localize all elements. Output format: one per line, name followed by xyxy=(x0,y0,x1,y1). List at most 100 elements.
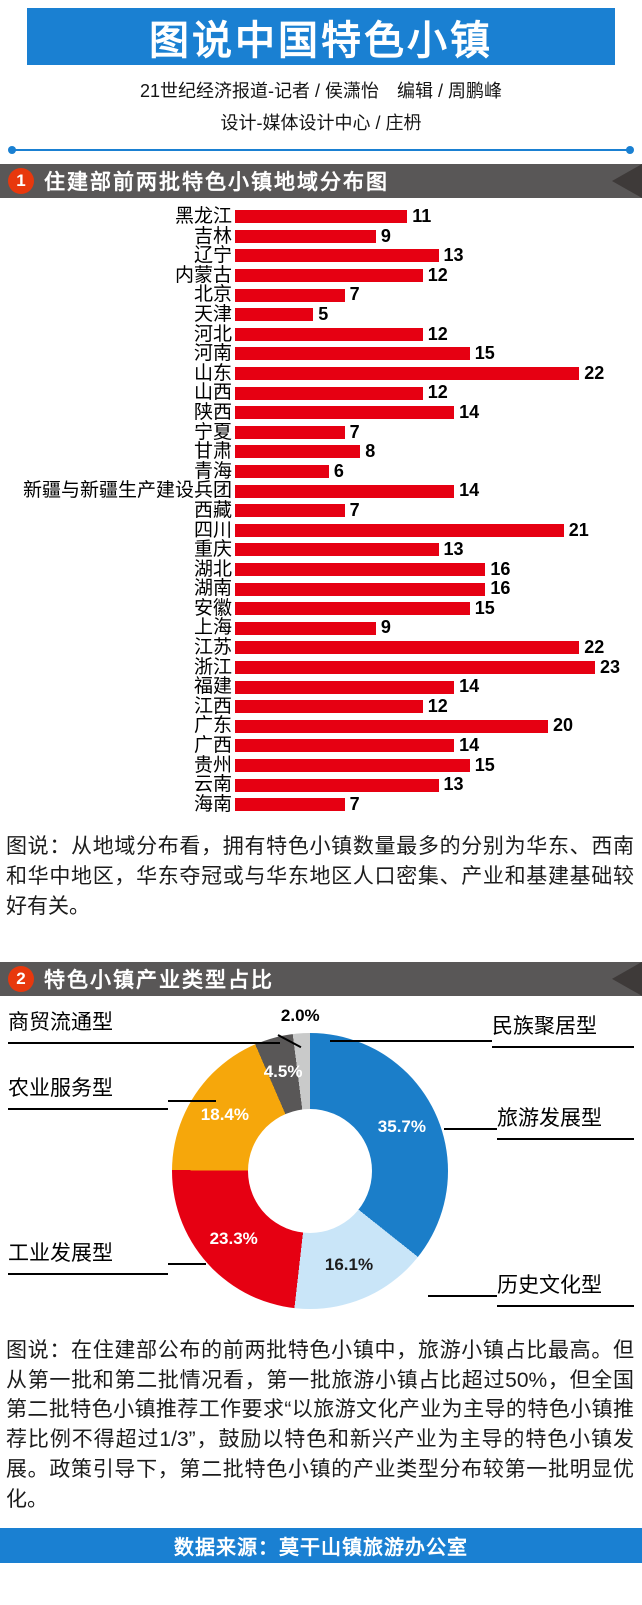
bar-row: 西藏 7 xyxy=(0,499,642,521)
bar xyxy=(235,484,455,498)
pie-percent-label: 23.3% xyxy=(209,1228,258,1248)
bar-value-label: 7 xyxy=(349,793,360,814)
section1-number-badge: 1 xyxy=(8,168,34,194)
bar xyxy=(235,269,423,283)
bar-value-label: 14 xyxy=(459,676,480,697)
bar-value-label: 6 xyxy=(333,460,344,481)
bar xyxy=(235,523,564,537)
bar-row: 宁夏 7 xyxy=(0,421,642,443)
section2-caption: 图说：在住建部公布的前两批特色小镇中，旅游小镇占比最高。但从第一批和第二批情况看… xyxy=(6,1338,634,1511)
bar-chart: 黑龙江 11 吉林 9 辽宁 13 内蒙古 12 北京 7 天津 5 河北 12 河南 15 山东 22 山西 12 陕… xyxy=(0,206,642,815)
bar xyxy=(235,660,595,674)
bar xyxy=(235,386,423,400)
data-source-text: 数据来源：莫干山镇旅游办公室 xyxy=(174,1537,468,1559)
donut-hole xyxy=(248,1108,372,1233)
bar-value-label: 15 xyxy=(474,754,495,775)
bar-value-label: 22 xyxy=(584,637,605,658)
pie-label-history: 历史文化型 xyxy=(497,1269,634,1307)
byline-designer: 设计-媒体设计中心 / 庄枬 xyxy=(220,113,422,133)
bar-category-label: 内蒙古 xyxy=(174,264,232,286)
bar-category-label: 陕西 xyxy=(193,401,232,423)
bar xyxy=(235,504,345,518)
bar-category-label: 北京 xyxy=(193,284,232,306)
bar-row: 河北 12 xyxy=(0,324,642,345)
section2-title: 特色小镇产业类型占比 xyxy=(44,968,274,992)
bar-category-label: 黑龙江 xyxy=(174,206,232,227)
pie-percent-label: 16.1% xyxy=(324,1255,374,1275)
page-title: 图说中国特色小镇 xyxy=(149,18,493,63)
pie-percent-label: 4.5% xyxy=(263,1062,303,1082)
bar-row: 河南 15 xyxy=(0,344,642,364)
bar-category-label: 上海 xyxy=(193,617,232,639)
bar-row: 陕西 14 xyxy=(0,401,642,423)
bar xyxy=(235,406,455,420)
bar-category-label: 重庆 xyxy=(193,539,232,561)
bar-value-label: 7 xyxy=(349,499,360,520)
bar xyxy=(235,367,580,381)
bar-row: 江苏 22 xyxy=(0,637,642,658)
bar xyxy=(235,445,361,459)
bar-category-label: 四川 xyxy=(193,519,232,541)
bar xyxy=(235,621,376,635)
bar-category-label: 海南 xyxy=(193,793,232,815)
bar-row: 浙江 23 xyxy=(0,656,642,678)
bar-value-label: 16 xyxy=(490,558,511,579)
pie-label-industry: 工业发展型 xyxy=(8,1237,168,1275)
section1-ribbon-notch xyxy=(612,164,642,198)
bar-value-label: 12 xyxy=(427,264,448,285)
bar-category-label: 湖北 xyxy=(193,558,232,580)
bar xyxy=(235,739,455,753)
bar-category-label: 河南 xyxy=(193,343,232,365)
bar-category-label: 浙江 xyxy=(193,656,232,678)
bar-row: 四川 21 xyxy=(0,519,642,541)
divider-dot-right xyxy=(626,146,634,154)
bar-category-label: 福建 xyxy=(193,676,232,698)
bar-category-label: 安徽 xyxy=(193,597,232,619)
bar-row: 辽宁 13 xyxy=(0,246,642,266)
bar xyxy=(235,465,329,479)
leader-line-history xyxy=(428,1294,497,1297)
bar-row: 上海 9 xyxy=(0,618,642,638)
bar xyxy=(235,798,345,812)
donut-wrap: 35.7% 16.1% 23.3% 18.4% 4.5% 2.0% xyxy=(172,1006,448,1309)
divider xyxy=(8,146,634,154)
section2-header: 2 特色小镇产业类型占比 xyxy=(0,961,642,996)
bar-value-label: 9 xyxy=(380,225,391,246)
bar-value-label: 13 xyxy=(443,774,464,795)
bar-row: 青海 6 xyxy=(0,460,642,482)
byline-reporter: 21世纪经济报道-记者 / 侯潇怡 编辑 / 周鹏峰 xyxy=(139,81,503,101)
donut-chart-area: 35.7% 16.1% 23.3% 18.4% 4.5% 2.0% 商贸流通型 民族聚居型… xyxy=(0,996,642,1330)
bar-value-label: 13 xyxy=(443,539,464,560)
bar-category-label: 云南 xyxy=(193,774,232,796)
bar-row: 湖北 16 xyxy=(0,558,642,580)
bar-category-label: 宁夏 xyxy=(193,421,232,443)
bar xyxy=(235,562,486,576)
bar-row: 北京 7 xyxy=(0,285,642,305)
pie-percent-label: 18.4% xyxy=(200,1104,249,1124)
bar-value-label: 16 xyxy=(490,578,511,599)
bar xyxy=(235,680,455,694)
bar-row: 湖南 16 xyxy=(0,579,642,599)
bar-category-label: 广西 xyxy=(193,735,232,757)
bar-value-label: 12 xyxy=(427,695,448,716)
bar xyxy=(235,719,548,733)
pie-percent-label: 35.7% xyxy=(377,1116,426,1136)
bar xyxy=(235,210,408,224)
bar-value-label: 20 xyxy=(553,715,574,736)
bar-category-label: 湖南 xyxy=(193,578,232,600)
bar-row: 江西 12 xyxy=(0,695,642,717)
section2-ribbon-notch xyxy=(612,961,642,996)
bar xyxy=(235,249,439,263)
bar-row: 云南 13 xyxy=(0,775,642,795)
bar-row: 安徽 15 xyxy=(0,597,642,619)
bar-row: 福建 14 xyxy=(0,677,642,697)
pie-label-agriculture: 农业服务型 xyxy=(8,1072,168,1110)
bar-category-label: 山西 xyxy=(193,382,232,404)
pie-label-ethnic: 民族聚居型 xyxy=(492,1010,634,1048)
bar-row: 山西 12 xyxy=(0,383,642,403)
bar-category-label: 贵州 xyxy=(193,754,232,776)
bar-value-label: 8 xyxy=(365,441,376,462)
bar-category-label: 甘肃 xyxy=(193,441,232,463)
bar-value-label: 7 xyxy=(349,284,360,305)
bar xyxy=(235,229,376,243)
